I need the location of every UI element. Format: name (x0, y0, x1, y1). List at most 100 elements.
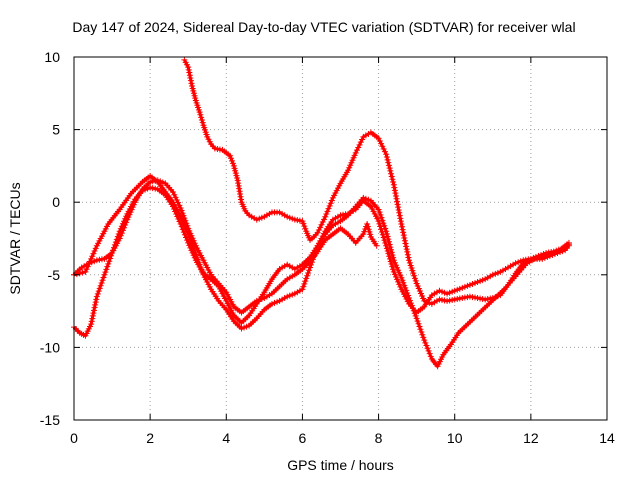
data-point (412, 312, 419, 319)
data-point (360, 133, 367, 140)
data-point (329, 222, 336, 229)
x-tick-label: 6 (299, 430, 307, 446)
data-point (81, 263, 88, 270)
data-point (228, 155, 235, 162)
x-tick-label: 0 (70, 430, 78, 446)
data-point (102, 269, 109, 276)
data-point (359, 136, 366, 143)
data-point (193, 254, 200, 261)
data-point (384, 156, 391, 163)
data-point (411, 275, 418, 282)
data-point (294, 289, 301, 296)
data-point (243, 323, 250, 330)
data-point (505, 264, 512, 271)
data-point (289, 291, 296, 298)
data-point (289, 264, 296, 271)
data-point (261, 213, 268, 220)
data-point (271, 299, 278, 306)
data-point (276, 297, 283, 304)
data-point (173, 197, 180, 204)
data-point (385, 236, 392, 243)
data-point (93, 293, 100, 300)
data-point (185, 231, 192, 238)
data-point (191, 248, 198, 255)
data-point (431, 290, 438, 297)
series-line (73, 174, 570, 331)
data-point (187, 236, 194, 243)
data-point (345, 210, 352, 217)
data-point (379, 143, 386, 150)
data-point (85, 261, 92, 268)
data-point (366, 228, 373, 235)
y-axis-label: SDTVAR / TECUs (7, 182, 23, 294)
data-point (258, 296, 265, 302)
data-point (291, 290, 298, 297)
data-point (104, 263, 111, 270)
data-point (404, 248, 411, 255)
data-point (387, 244, 394, 251)
data-point (461, 283, 468, 290)
data-point (185, 64, 192, 71)
data-point (90, 307, 97, 314)
data-point (238, 325, 245, 332)
data-point (553, 247, 560, 254)
data-point (385, 250, 392, 257)
data-point (385, 162, 392, 169)
data-point (474, 279, 481, 286)
data-point (532, 253, 539, 260)
data-point (78, 264, 85, 271)
data-point (266, 210, 273, 217)
x-tick-label: 14 (599, 430, 615, 446)
series-line (72, 186, 571, 368)
data-point (389, 176, 396, 183)
data-point (286, 263, 293, 270)
series-trace-3 (181, 56, 572, 307)
data-point (397, 215, 404, 222)
data-point (302, 278, 309, 285)
data-point (101, 271, 108, 278)
data-point (289, 273, 296, 280)
data-point (390, 181, 397, 188)
data-point (395, 206, 402, 213)
data-point (392, 190, 399, 197)
data-point (415, 320, 422, 327)
data-point (477, 278, 484, 285)
data-point (479, 277, 486, 284)
data-point (90, 310, 97, 317)
data-point (364, 220, 371, 227)
data-point (538, 251, 545, 258)
data-point (376, 220, 383, 227)
data-point (284, 276, 291, 283)
data-point (385, 238, 392, 245)
data-point (397, 218, 404, 225)
data-point (427, 353, 434, 360)
data-point (512, 260, 519, 267)
data-point (517, 258, 524, 265)
data-point (482, 276, 489, 283)
data-point (377, 211, 384, 218)
data-point (527, 255, 534, 262)
data-point (256, 215, 263, 222)
x-tick-label: 2 (146, 430, 154, 446)
data-point (123, 219, 130, 226)
data-point (449, 288, 456, 295)
data-point (326, 202, 333, 209)
data-point (196, 261, 203, 268)
data-point (565, 239, 572, 246)
data-point (379, 231, 386, 238)
data-point (398, 220, 405, 227)
data-point (413, 315, 420, 322)
data-point (198, 266, 205, 273)
data-point (266, 292, 273, 299)
data-point (307, 261, 314, 268)
data-point (195, 259, 202, 266)
data-point (390, 179, 397, 186)
data-point (186, 69, 193, 76)
series-trace-2 (71, 177, 380, 316)
data-point (380, 220, 387, 227)
data-point (296, 287, 303, 294)
data-point (99, 277, 106, 284)
series-trace-4 (71, 173, 572, 332)
data-point (384, 247, 391, 254)
data-point (530, 254, 537, 261)
